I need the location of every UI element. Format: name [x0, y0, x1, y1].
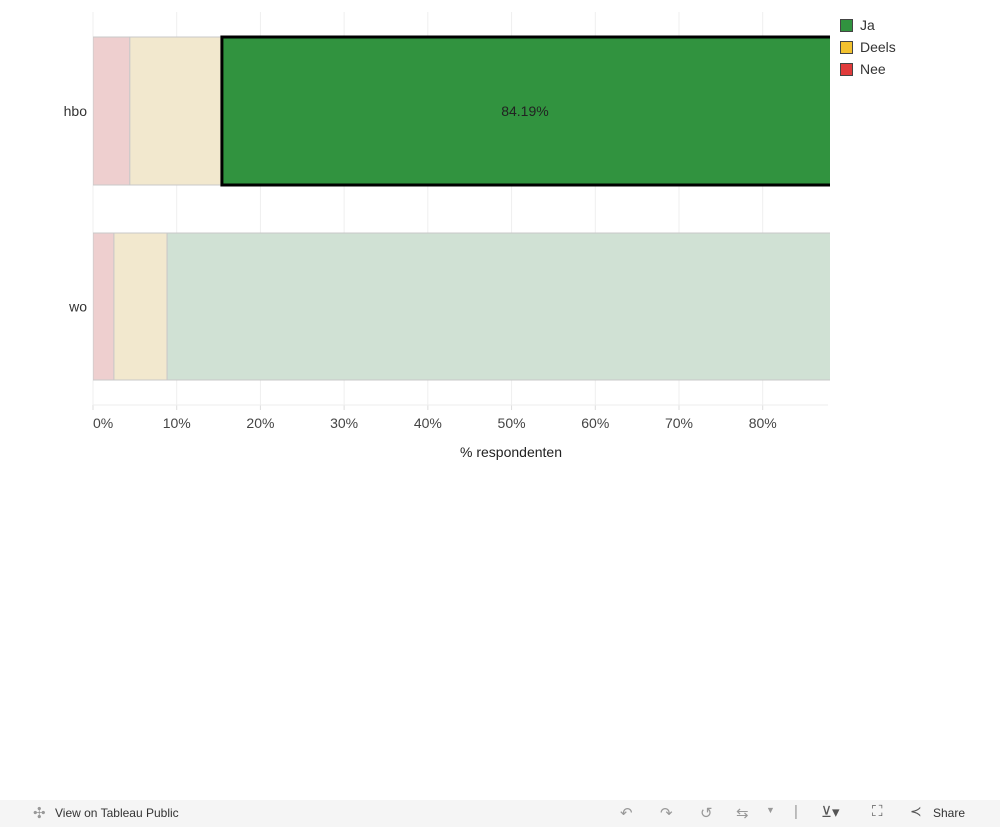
- x-tick-label: 20%: [246, 415, 274, 431]
- bar-segment-hbo-deels: [129, 36, 223, 186]
- x-tick-label: 70%: [665, 415, 693, 431]
- legend: Ja Deels Nee: [840, 14, 896, 80]
- legend-swatch: [840, 62, 853, 76]
- legend-label: Ja: [860, 17, 875, 33]
- bar-segment-wo-nee: [93, 232, 115, 381]
- x-tick-label: 50%: [498, 415, 526, 431]
- share-icon[interactable]: ≺: [910, 803, 922, 819]
- download-icon[interactable]: ⊻▾: [821, 804, 840, 821]
- bar-segment-hbo-ja: [220, 35, 830, 187]
- legend-swatch: [840, 18, 853, 32]
- x-tick-label: 0%: [93, 415, 113, 431]
- legend-label: Deels: [860, 39, 896, 55]
- refresh-icon[interactable]: ⇆: [736, 805, 749, 822]
- tableau-toolbar: ✣ View on Tableau Public ↶ ↷ ↺ ⇆ ▼ | ⊻▾ …: [0, 800, 1000, 827]
- x-tick-label: 10%: [163, 415, 191, 431]
- fullscreen-icon[interactable]: ⛶: [872, 803, 883, 820]
- bar-segment-wo-deels: [113, 232, 168, 381]
- legend-label: Nee: [860, 61, 886, 77]
- legend-item-nee[interactable]: Nee: [840, 58, 896, 80]
- bars: [93, 35, 830, 381]
- x-tick-label: 60%: [581, 415, 609, 431]
- y-category-label: hbo: [64, 103, 88, 119]
- view-on-tableau-link[interactable]: View on Tableau Public: [55, 806, 179, 820]
- legend-swatch: [840, 40, 853, 54]
- bar-segment-wo-ja: [166, 232, 830, 381]
- data-label: 84.19%: [501, 103, 548, 119]
- share-button[interactable]: Share: [933, 806, 966, 820]
- legend-item-deels[interactable]: Deels: [840, 36, 896, 58]
- tableau-logo-icon: ✣: [33, 805, 46, 822]
- legend-item-ja[interactable]: Ja: [840, 14, 896, 36]
- undo-icon[interactable]: ↶: [620, 805, 633, 822]
- divider: |: [794, 803, 798, 820]
- bar-segment-hbo-nee: [93, 36, 131, 186]
- x-tick-label: 80%: [749, 415, 777, 431]
- x-tick-label: 40%: [414, 415, 442, 431]
- redo-icon[interactable]: ↷: [660, 805, 673, 822]
- x-tick-label: 30%: [330, 415, 358, 431]
- revert-icon[interactable]: ↺: [700, 805, 713, 822]
- stacked-bar-chart: 0% 10% 20% 30% 40% 50% 60% 70% 80% hbo 84.19% wo % r…: [64, 12, 830, 460]
- y-category-label: wo: [68, 299, 87, 315]
- chevron-down-icon[interactable]: ▼: [766, 805, 775, 815]
- x-axis-title: % respondenten: [460, 444, 562, 460]
